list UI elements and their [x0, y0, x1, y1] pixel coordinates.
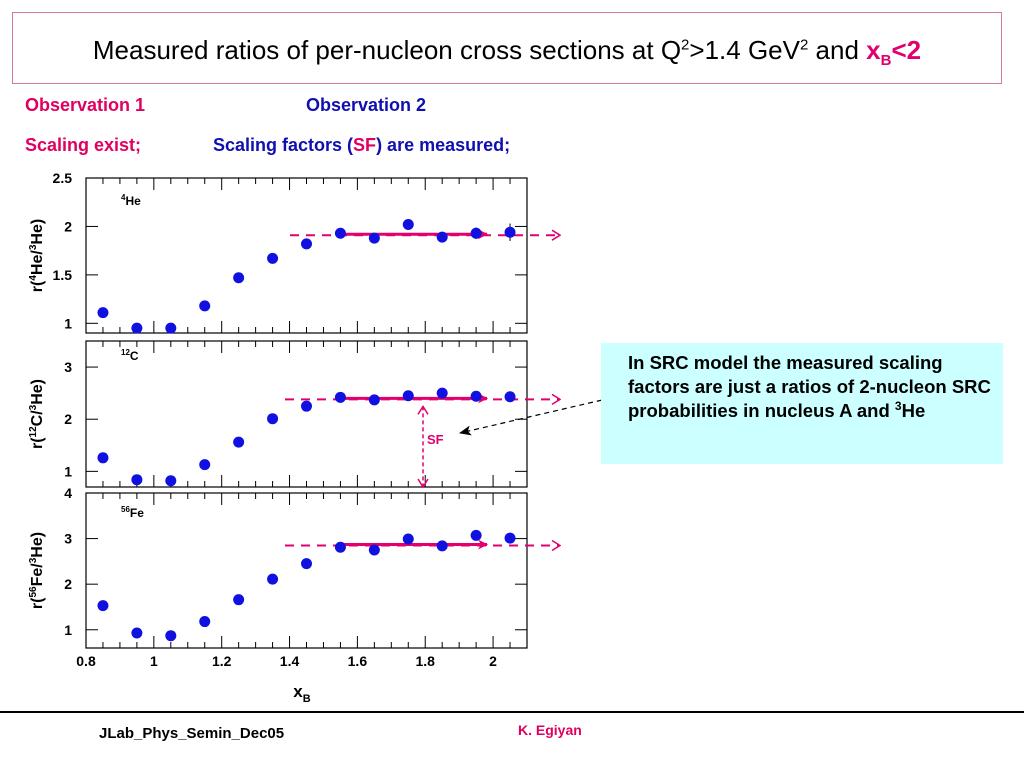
y-tick-label: 1 [64, 622, 72, 638]
data-point [301, 558, 312, 570]
x-tick-label: 0.8 [76, 653, 96, 669]
data-point [334, 227, 346, 239]
nucleus-label: 12C [121, 348, 139, 363]
panel-frame [85, 177, 528, 334]
footer-divider [0, 711, 1024, 713]
x-tick-label: 1.2 [212, 653, 232, 669]
observation-2-text: Scaling factors (SF) are measured; [213, 135, 511, 155]
data-point [436, 387, 448, 399]
data-point [334, 541, 346, 553]
callout-tail: He [901, 400, 926, 421]
x-tick-label: 1 [150, 653, 158, 669]
data-point [97, 452, 109, 464]
title-gev-sup: 2 [799, 36, 809, 54]
title-and: and [808, 35, 867, 65]
nucleus-label: 4He [121, 193, 141, 208]
footer-right: K. Egiyan [518, 722, 582, 738]
x-tick-label: 1.4 [280, 653, 300, 669]
data-point [301, 400, 312, 412]
data-point [436, 540, 448, 552]
y-tick-label: 1 [64, 315, 72, 331]
y-axis-label: r(12C/3He) [28, 379, 46, 449]
data-point [97, 307, 109, 319]
data-point [504, 532, 516, 544]
data-point [233, 272, 245, 284]
nucleus-label: 56Fe [121, 505, 144, 520]
data-point [334, 391, 346, 403]
y-axis-label: r(4He/3He) [28, 219, 46, 292]
x-tick-label: 1.6 [348, 653, 368, 669]
data-point [368, 394, 380, 406]
y-tick-label: 3 [64, 531, 72, 547]
data-point [301, 238, 312, 250]
data-point [131, 627, 143, 639]
footer-left: JLab_Phys_Semin_Dec05 [99, 725, 285, 742]
data-point [470, 227, 482, 239]
observation-2-label: Observation 2 [306, 95, 427, 115]
y-tick-label: 2 [64, 576, 72, 592]
title-mid: >1.4 GeV [689, 35, 800, 65]
callout-pointer [459, 393, 629, 436]
data-point [368, 544, 380, 556]
x-axis-label: xB [293, 682, 310, 705]
data-point [165, 475, 177, 487]
title-main: Measured ratios of per-nucleon cross sec… [92, 35, 682, 65]
title-xb: xB<2 [866, 35, 922, 70]
data-point [402, 390, 414, 402]
x-tick-label: 2 [489, 653, 497, 669]
y-tick-label: 3 [64, 359, 72, 375]
data-point [165, 630, 177, 642]
y-tick-label: 2.5 [53, 170, 73, 186]
data-point [267, 573, 279, 585]
data-point [402, 219, 414, 230]
observation-1-text: Scaling exist; [25, 135, 142, 155]
data-point [131, 474, 143, 486]
data-point [233, 594, 245, 606]
y-axis-label: r(56Fe/3He) [28, 532, 46, 609]
data-point [504, 391, 516, 403]
panel-frame [85, 340, 528, 488]
y-tick-label: 4 [64, 485, 72, 501]
slide-title: Measured ratios of per-nucleon cross sec… [13, 35, 1001, 70]
data-point [97, 600, 109, 612]
callout-text: In SRC model the measured scaling factor… [628, 352, 991, 421]
data-point [368, 232, 380, 244]
title-q-sup: 2 [681, 36, 690, 54]
data-point [402, 533, 414, 545]
data-point [267, 252, 279, 264]
sf-label: SF [427, 432, 444, 447]
y-tick-label: 1 [64, 463, 72, 479]
data-point [199, 459, 211, 471]
data-point [165, 322, 177, 334]
data-point [199, 616, 211, 628]
observation-2-sf: SF [353, 135, 377, 155]
src-model-callout: In SRC model the measured scaling factor… [601, 343, 1003, 464]
data-point [199, 300, 211, 312]
data-point [436, 231, 448, 243]
data-point [504, 226, 516, 238]
data-point [470, 529, 482, 541]
y-tick-label: 2 [64, 218, 72, 234]
data-point [131, 322, 143, 334]
data-point [233, 436, 245, 448]
observation-1-label: Observation 1 [25, 95, 146, 115]
data-point [470, 390, 482, 402]
title-box: Measured ratios of per-nucleon cross sec… [12, 12, 1002, 84]
y-tick-label: 1.5 [53, 267, 73, 283]
data-point [267, 413, 279, 425]
panel-frame [85, 492, 528, 649]
x-tick-label: 1.8 [415, 653, 435, 669]
callout-sup: 3 [894, 398, 902, 413]
y-tick-label: 2 [64, 411, 72, 427]
